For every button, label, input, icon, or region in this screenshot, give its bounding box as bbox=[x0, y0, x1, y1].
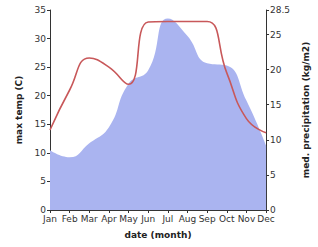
svg-text:15: 15 bbox=[35, 119, 46, 129]
svg-text:Feb: Feb bbox=[62, 214, 78, 224]
svg-text:20: 20 bbox=[35, 91, 47, 101]
svg-text:15: 15 bbox=[270, 100, 281, 110]
svg-text:Oct: Oct bbox=[219, 214, 235, 224]
svg-text:0: 0 bbox=[270, 205, 276, 215]
svg-text:Dec: Dec bbox=[257, 214, 274, 224]
svg-text:May: May bbox=[119, 214, 138, 224]
svg-text:Sep: Sep bbox=[199, 214, 216, 224]
svg-text:Jul: Jul bbox=[161, 214, 173, 224]
svg-text:10: 10 bbox=[270, 135, 282, 145]
svg-text:20: 20 bbox=[270, 65, 282, 75]
svg-text:25: 25 bbox=[270, 30, 281, 40]
svg-text:max temp (C): max temp (C) bbox=[14, 76, 24, 145]
svg-text:35: 35 bbox=[35, 5, 46, 15]
svg-text:Mar: Mar bbox=[81, 214, 98, 224]
svg-text:28.5: 28.5 bbox=[270, 5, 290, 15]
svg-text:30: 30 bbox=[35, 34, 47, 44]
svg-text:5: 5 bbox=[40, 176, 46, 186]
svg-text:25: 25 bbox=[35, 62, 46, 72]
svg-text:Aug: Aug bbox=[179, 214, 197, 224]
svg-text:date (month): date (month) bbox=[125, 230, 192, 240]
svg-text:10: 10 bbox=[35, 148, 47, 158]
svg-text:0: 0 bbox=[40, 205, 46, 215]
svg-text:Jan: Jan bbox=[42, 214, 57, 224]
svg-text:Nov: Nov bbox=[238, 214, 256, 224]
svg-text:Jun: Jun bbox=[140, 214, 155, 224]
svg-text:Apr: Apr bbox=[101, 214, 117, 224]
svg-text:5: 5 bbox=[270, 170, 276, 180]
svg-text:med. precipitation (kg/m2): med. precipitation (kg/m2) bbox=[301, 42, 311, 178]
